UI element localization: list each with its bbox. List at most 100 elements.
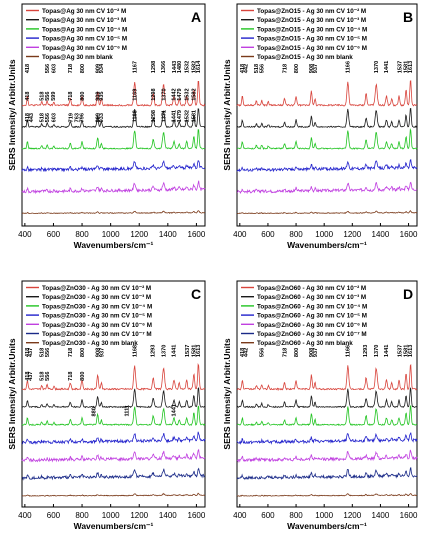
x-tick-label: 1600 <box>188 511 206 520</box>
chart-panel-c: 400 600 800 1000 1200 1400 1600 Wavenumbers/cm⁻… <box>7 280 206 531</box>
legend-entry: Topas@ZnO30 - Ag 30 nm CV 10⁻⁴ M <box>42 303 152 310</box>
spectrum-series-line <box>236 449 418 463</box>
peak-label: 718 <box>68 348 74 357</box>
peak-label: 719 <box>68 113 74 122</box>
x-tick-label: 1000 <box>102 511 120 520</box>
spectrum-series-line <box>21 160 206 173</box>
spectrum-series-line <box>236 108 418 129</box>
peak-label: 1480 <box>177 61 183 73</box>
panel-letter: D <box>403 286 413 302</box>
peak-label: 934 <box>99 63 105 73</box>
legend-entry: Topas@Ag 30 nm CV 10⁻⁴ M <box>42 26 127 33</box>
peak-label: 1371 <box>162 110 168 122</box>
x-tick-label: 1400 <box>372 511 390 520</box>
x-tick-label: 600 <box>261 511 275 520</box>
y-axis-label: SERS Intensity/ Arbitr.Units <box>7 338 17 449</box>
peak-label: 1613 <box>408 345 414 357</box>
peak-label: 1298 <box>151 61 157 73</box>
peak-label: 718 <box>68 64 74 73</box>
x-tick-label: 1400 <box>372 230 390 239</box>
x-tick-label: 1400 <box>159 511 177 520</box>
peak-label: 418 <box>25 372 31 381</box>
y-axis-label: SERS Intensity/ Arbitr.Units <box>222 59 232 170</box>
peak-label: 1443 <box>172 61 178 73</box>
peak-label: 1370 <box>161 88 167 100</box>
x-tick-label: 600 <box>261 230 275 239</box>
legend-entry: Topas@ZnO15 - Ag 30 nm CV 10⁻⁵ M <box>257 36 367 43</box>
peak-label: 556 <box>45 348 51 357</box>
peak-label: 1441 <box>172 110 178 122</box>
x-tick-label: 800 <box>75 230 89 239</box>
panel-letter: C <box>191 286 201 302</box>
peak-label: 1532 <box>185 88 191 100</box>
peak-label: 800 <box>80 372 86 381</box>
peak-label: 603 <box>52 113 58 122</box>
peak-label: 718 <box>68 372 74 381</box>
spectrum-series-line <box>236 492 418 497</box>
peak-label: 418 <box>25 64 31 73</box>
legend-entry: Topas@ZnO15 - Ag 30 nm CV 10⁻³ M <box>257 17 366 24</box>
legend-entry: Topas@ZnO30 - Ag 30 nm blank <box>42 340 138 347</box>
y-axis-label: SERS Intensity/ Arbitr.Units <box>222 338 232 449</box>
peak-label: 418 <box>240 64 246 73</box>
peak-label: 1293 <box>150 345 156 357</box>
legend-entry: Topas@ZnO30 - Ag 30 nm CV 10⁻⁵ M <box>42 313 152 320</box>
spectrum-series-line <box>21 467 206 481</box>
peak-label: 418 <box>25 91 31 100</box>
x-tick-label: 800 <box>75 511 89 520</box>
peak-label: 1532 <box>185 110 191 122</box>
peak-label: 800 <box>294 64 300 73</box>
spectrum-series-line <box>236 432 418 445</box>
x-tick-label: 600 <box>47 230 61 239</box>
spectrum-series-line <box>236 128 418 151</box>
peak-label: 1581 <box>192 345 198 357</box>
x-tick-label: 1000 <box>315 511 333 520</box>
peak-label: 909 <box>95 113 101 122</box>
x-tick-label: 1200 <box>343 511 361 520</box>
peak-label: 908 <box>95 348 101 357</box>
peak-label: 1441 <box>384 345 390 357</box>
spectrum-series-line <box>236 80 418 107</box>
legend-entry: Topas@ZnO60 - Ag 30 nm CV 10⁻² M <box>257 285 366 292</box>
x-tick-label: 800 <box>289 511 303 520</box>
legend-entry: Topas@ZnO30 - Ag 30 nm CV 10⁻⁶ M <box>42 322 152 329</box>
x-tick-label: 600 <box>47 511 61 520</box>
peak-label: 518 <box>40 113 46 122</box>
peak-label: 1167 <box>132 61 138 73</box>
legend-entry: Topas@ZnO15 - Ag 30 nm CV 10⁻⁶ M <box>257 45 367 52</box>
peak-label: 442 <box>244 64 250 73</box>
peak-label: 763 <box>75 113 81 122</box>
peak-label: 937 <box>313 348 319 357</box>
peak-label: 1168 <box>133 110 139 122</box>
spectrum-series-line <box>236 467 418 481</box>
legend-entry: Topas@ZnO60 - Ag 30 nm CV 10⁻³ M <box>257 294 366 301</box>
legend-entry: Topas@ZnO60 - Ag 30 nm CV 10⁻⁴ M <box>257 303 367 310</box>
x-tick-label: 1600 <box>400 511 418 520</box>
peak-label: 908 <box>309 348 315 357</box>
peak-label: 556 <box>45 113 51 122</box>
peak-label: 909 <box>95 91 101 100</box>
peak-label: 1441 <box>172 345 178 357</box>
spectrum-series-line <box>21 108 206 129</box>
x-axis-label: Wavenumbers/cm⁻¹ <box>74 521 154 531</box>
spectrum-series-line <box>236 209 418 215</box>
spectrum-series-line <box>236 363 418 392</box>
x-tick-label: 400 <box>18 511 32 520</box>
x-tick-label: 1600 <box>400 230 418 239</box>
x-tick-label: 1600 <box>188 230 206 239</box>
peak-label: 1293 <box>363 345 369 357</box>
peak-label: 1582 <box>192 61 198 73</box>
peak-label: 1479 <box>177 110 183 122</box>
x-tick-label: 1200 <box>130 230 148 239</box>
spectrum-series-line <box>21 387 206 409</box>
spectrum-series-line <box>21 180 206 195</box>
peak-label: 1166 <box>345 61 351 73</box>
peak-label: 1581 <box>404 61 410 73</box>
peak-label: 556 <box>45 91 51 100</box>
x-axis-label: Wavenumbers/cm⁻¹ <box>287 521 367 531</box>
peak-label: 603 <box>52 64 58 73</box>
peak-label: 909 <box>95 64 101 73</box>
spectrum-series-line <box>21 448 206 463</box>
legend-entry: Topas@ZnO15 - Ag 30 nm CV 10⁻² M <box>257 8 366 15</box>
